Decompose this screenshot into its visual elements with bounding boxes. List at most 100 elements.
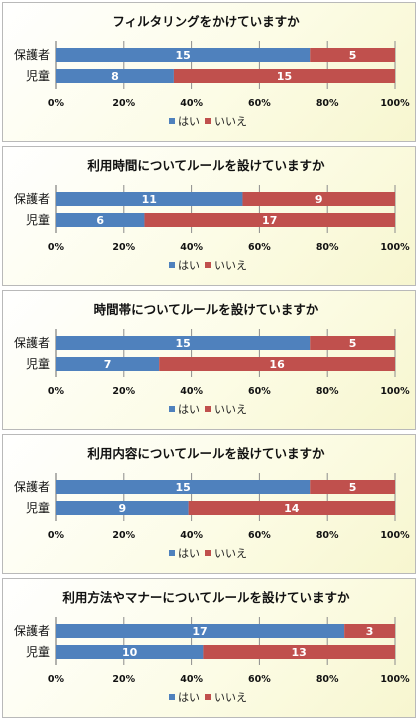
chart-panel: 利用時間についてルールを設けていますか 0% 20% 40% 60% 80% 100% 保護者…	[2, 146, 416, 286]
category-label: 保護者	[14, 623, 50, 638]
x-tick-label: 0%	[48, 530, 65, 541]
category-label: 保護者	[14, 191, 50, 206]
chart-title: 時間帯についてルールを設けていますか	[94, 302, 319, 317]
x-tick-label: 0%	[48, 386, 65, 397]
x-tick-label: 100%	[380, 674, 410, 685]
legend-swatch	[169, 262, 175, 268]
bar-no	[159, 357, 395, 371]
bar-yes	[56, 213, 145, 227]
data-label: 13	[292, 646, 307, 659]
x-tick-label: 40%	[180, 242, 203, 253]
data-label: 10	[122, 646, 138, 659]
data-label: 17	[192, 625, 207, 638]
legend-label: はい	[178, 691, 200, 704]
legend-label: はい	[178, 547, 200, 560]
x-tick-label: 20%	[112, 386, 135, 397]
chart-svg: 利用内容についてルールを設けていますか 0% 20% 40% 60% 80% 100% 保護者…	[14, 446, 410, 560]
legend-swatch	[205, 118, 211, 124]
legend-label: いいえ	[214, 691, 247, 704]
x-tick-label: 60%	[248, 98, 271, 109]
legend-label: いいえ	[214, 403, 247, 416]
data-label: 15	[277, 70, 292, 83]
x-tick-label: 80%	[316, 242, 339, 253]
bar-no	[344, 624, 395, 638]
x-tick-label: 60%	[248, 674, 271, 685]
data-label: 15	[175, 337, 190, 350]
data-label: 9	[315, 193, 323, 206]
x-tick-label: 80%	[316, 674, 339, 685]
chart-svg: 利用方法やマナーについてルールを設けていますか 0% 20% 40% 60% 80% 100…	[14, 590, 410, 704]
chart-title: フィルタリングをかけていますか	[112, 14, 300, 29]
chart-svg: 時間帯についてルールを設けていますか 0% 20% 40% 60% 80% 100% 保護者 1…	[14, 302, 410, 416]
x-tick-label: 40%	[180, 674, 203, 685]
category-label: 児童	[26, 500, 50, 515]
data-label: 8	[111, 70, 119, 83]
chart-title: 利用内容についてルールを設けていますか	[87, 446, 325, 461]
chart-svg: 利用時間についてルールを設けていますか 0% 20% 40% 60% 80% 100% 保護者…	[14, 158, 410, 272]
x-tick-label: 20%	[112, 530, 135, 541]
category-label: 児童	[26, 356, 50, 371]
legend-swatch	[169, 118, 175, 124]
x-tick-label: 0%	[48, 98, 65, 109]
data-label: 11	[142, 193, 157, 206]
chart-svg: フィルタリングをかけていますか 0% 20% 40% 60% 80% 100% 保護者 15 5 児…	[14, 14, 410, 128]
legend-swatch	[169, 550, 175, 556]
category-label: 保護者	[14, 335, 50, 350]
chart-panel: 時間帯についてルールを設けていますか 0% 20% 40% 60% 80% 100% 保護者 1…	[2, 290, 416, 430]
x-tick-label: 40%	[180, 530, 203, 541]
x-tick-label: 100%	[380, 98, 410, 109]
bar-no	[173, 69, 395, 83]
x-tick-label: 20%	[112, 674, 135, 685]
bar-no	[188, 501, 395, 515]
x-tick-label: 60%	[248, 386, 271, 397]
bar-yes	[56, 69, 174, 83]
x-tick-label: 100%	[380, 242, 410, 253]
category-label: 児童	[26, 212, 50, 227]
legend-label: はい	[178, 115, 200, 128]
chart-title: 利用時間についてルールを設けていますか	[87, 158, 325, 173]
x-tick-label: 20%	[112, 242, 135, 253]
data-label: 15	[175, 481, 190, 494]
x-tick-label: 40%	[180, 98, 203, 109]
x-tick-label: 0%	[48, 674, 65, 685]
bar-yes	[56, 357, 160, 371]
legend-swatch	[205, 262, 211, 268]
legend-swatch	[205, 406, 211, 412]
category-label: 児童	[26, 644, 50, 659]
bar-yes	[56, 336, 311, 350]
bar-yes	[56, 192, 243, 206]
data-label: 17	[262, 214, 277, 227]
legend-label: いいえ	[214, 547, 247, 560]
bar-yes	[56, 480, 311, 494]
bar-no	[310, 336, 395, 350]
bar-no	[310, 48, 395, 62]
x-tick-label: 60%	[248, 530, 271, 541]
chart-panel: フィルタリングをかけていますか 0% 20% 40% 60% 80% 100% 保護者 15 5 児…	[2, 2, 416, 142]
bar-no	[203, 645, 395, 659]
legend-label: いいえ	[214, 259, 247, 272]
bar-no	[242, 192, 395, 206]
data-label: 5	[349, 337, 357, 350]
category-label: 児童	[26, 68, 50, 83]
data-label: 16	[269, 358, 285, 371]
data-label: 14	[284, 502, 300, 515]
category-label: 保護者	[14, 479, 50, 494]
legend-swatch	[205, 550, 211, 556]
data-label: 5	[349, 49, 357, 62]
bar-yes	[56, 48, 311, 62]
x-tick-label: 60%	[248, 242, 271, 253]
bar-yes	[56, 624, 345, 638]
x-tick-label: 20%	[112, 98, 135, 109]
x-tick-label: 100%	[380, 386, 410, 397]
legend-label: はい	[178, 259, 200, 272]
data-label: 6	[96, 214, 104, 227]
data-label: 7	[104, 358, 112, 371]
x-tick-label: 100%	[380, 530, 410, 541]
category-label: 保護者	[14, 47, 50, 62]
legend-label: はい	[178, 403, 200, 416]
data-label: 3	[366, 625, 374, 638]
bar-yes	[56, 501, 189, 515]
data-label: 9	[118, 502, 126, 515]
legend-label: いいえ	[214, 115, 247, 128]
chart-panel: 利用内容についてルールを設けていますか 0% 20% 40% 60% 80% 100% 保護者…	[2, 434, 416, 574]
